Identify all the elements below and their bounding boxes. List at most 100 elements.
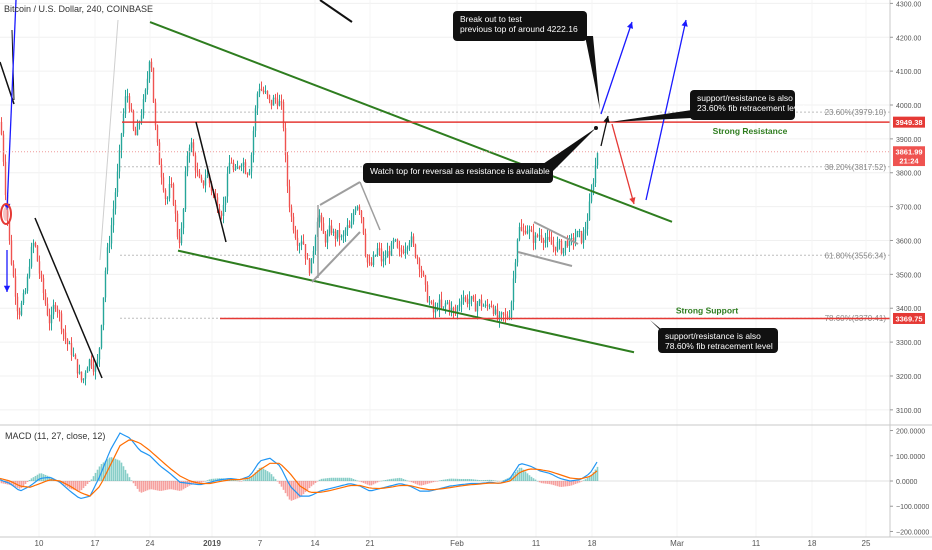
candle-body (22, 293, 25, 304)
macd-histogram-bar (450, 478, 453, 481)
sr-top-callout-box (690, 90, 795, 120)
candle-body (424, 275, 427, 285)
candle-body (134, 129, 137, 136)
lower-descending-trendline[interactable] (177, 249, 635, 354)
candle-body (516, 239, 519, 263)
macd-histogram-bar (334, 477, 337, 481)
macd-histogram-bar (510, 475, 513, 481)
candle-body (362, 217, 365, 234)
candle-body (390, 243, 393, 256)
channel-right[interactable] (359, 181, 381, 231)
candle-body (524, 230, 527, 234)
candle-body (50, 314, 53, 324)
fib-label: 23.60%(3979.10) (825, 108, 887, 117)
candle-body (538, 235, 541, 237)
candle-body (90, 359, 93, 366)
candle-body (346, 225, 349, 230)
macd-histogram-bar (120, 462, 123, 481)
candle-body (288, 186, 291, 208)
candle-body (236, 166, 239, 170)
macd-histogram-bar (186, 481, 189, 487)
macd-histogram-bar (474, 479, 477, 481)
candle-body (228, 162, 231, 174)
candle-body (250, 155, 253, 172)
gray-diagonal[interactable] (99, 19, 119, 261)
macd-histogram-bar (596, 466, 599, 481)
macd-histogram-bar (252, 474, 255, 481)
candle-body (468, 299, 471, 304)
candle-body (374, 255, 377, 257)
macd-histogram-bar (36, 474, 39, 481)
candle-body (326, 234, 329, 243)
macd-histogram-bar (206, 480, 209, 481)
y-tick-label: 3200.00 (896, 374, 921, 381)
candle-body (488, 305, 491, 307)
trend-lines[interactable] (0, 21, 890, 354)
left-blue-down-arrow[interactable] (6, 0, 17, 211)
macd-histogram-bar (574, 481, 577, 485)
candle-body (2, 134, 5, 162)
candle-body (130, 108, 133, 112)
candle-body (48, 315, 51, 324)
candle-body (270, 99, 273, 106)
macd-histogram-bar (174, 481, 177, 491)
y-tick-label: 3500.00 (896, 272, 921, 279)
channel-upper[interactable] (319, 181, 361, 206)
candle-body (234, 169, 237, 171)
macd-histogram-bar (20, 481, 23, 489)
candle-body (92, 365, 95, 372)
candle-body (224, 196, 227, 205)
macd-histogram-bar (114, 458, 117, 481)
blue-up-arrow-2[interactable] (645, 19, 687, 201)
candle-body (484, 304, 487, 306)
red-down-arrow[interactable] (611, 123, 635, 205)
macd-histogram-bar (246, 478, 249, 481)
candle-body (246, 173, 249, 175)
macd-histogram-bar (84, 481, 87, 487)
macd-histogram-bar (330, 477, 333, 481)
macd-histogram-bar (438, 480, 441, 481)
macd-histogram-bar (546, 481, 549, 484)
x-tick-label: 25 (862, 539, 871, 548)
macd-histogram-bar (276, 481, 279, 482)
candle-body (486, 304, 489, 307)
candle-body (222, 204, 225, 216)
top-callout-pointer[interactable] (319, 0, 353, 23)
annotation-drawings[interactable] (0, 0, 688, 379)
macd-histogram-bar (390, 478, 393, 481)
mid-down-trendline[interactable] (195, 121, 227, 243)
blue-up-arrow-1[interactable] (600, 21, 633, 115)
macd-histogram-bar (46, 475, 49, 481)
macd-histogram-bar (192, 481, 195, 485)
watch-top-callout[interactable]: Watch top for reversal as resistance is … (363, 128, 596, 183)
macd-histogram-bar (262, 468, 265, 481)
early-down-trendline[interactable] (34, 217, 103, 379)
watch-top-callout-pointer (540, 128, 596, 176)
candle-body (530, 229, 533, 232)
candle-body (478, 299, 481, 304)
macd-histogram-bar (108, 457, 111, 481)
candle-body (216, 197, 219, 210)
macd-histogram-bar (560, 481, 563, 487)
candle-body (452, 307, 455, 312)
candle-body (572, 238, 575, 242)
pennant-upper[interactable] (533, 221, 579, 245)
candle-body (74, 354, 77, 360)
macd-histogram-bar (116, 459, 119, 481)
candle-body (268, 95, 271, 100)
left-marker-circle[interactable] (0, 203, 12, 225)
macd-histogram-bar (168, 481, 171, 490)
macd-histogram-bar (518, 467, 521, 481)
candle-body (62, 329, 65, 333)
macd-histogram-bar (398, 477, 401, 481)
candle-body (168, 184, 171, 199)
channel-lower[interactable] (311, 231, 361, 283)
macd-histogram-bar (270, 474, 273, 481)
candle-body (174, 204, 177, 214)
pennant-lower[interactable] (517, 251, 573, 267)
